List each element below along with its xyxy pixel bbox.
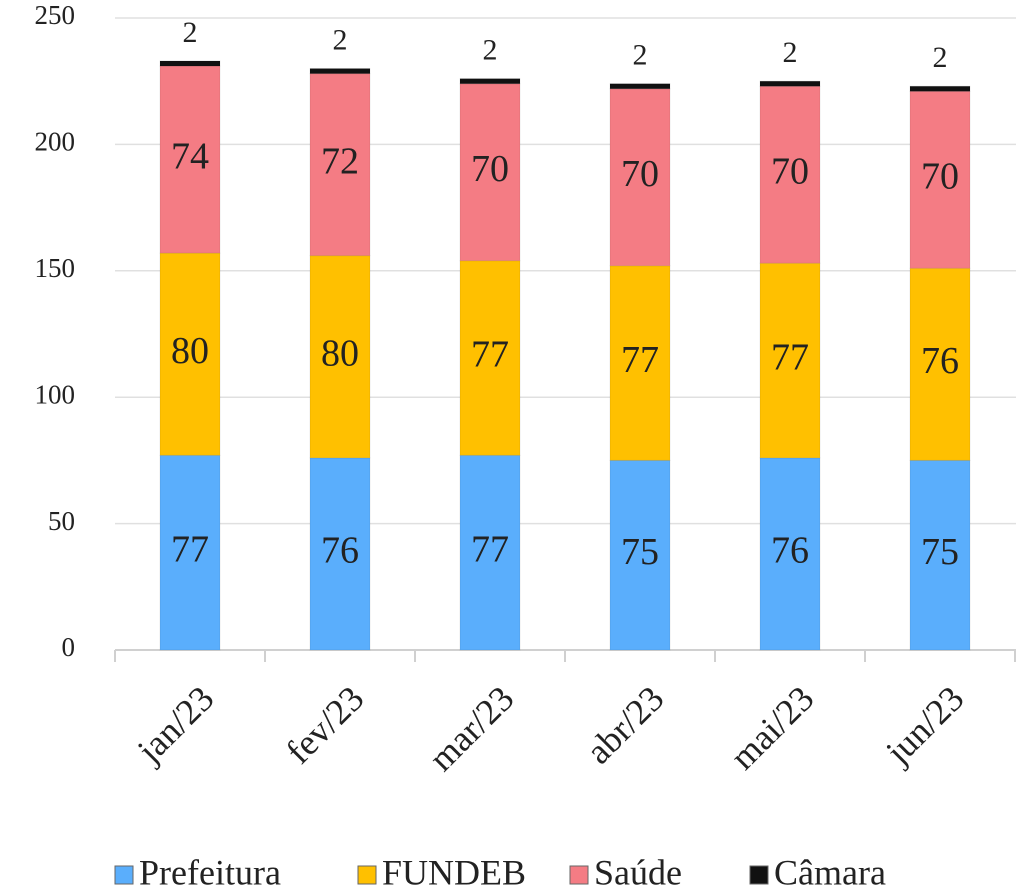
bar-segment bbox=[609, 83, 671, 90]
y-tick-label: 0 bbox=[62, 632, 76, 662]
legend-label: Saúde bbox=[594, 852, 682, 892]
bar-segment bbox=[759, 262, 821, 459]
bar-segment bbox=[609, 88, 671, 267]
data-label: 2 bbox=[483, 34, 498, 67]
data-label: 2 bbox=[783, 36, 798, 69]
data-label: 2 bbox=[183, 16, 198, 49]
x-tick-label: abr/23 bbox=[578, 678, 671, 771]
bar-segment bbox=[459, 260, 521, 456]
data-label: 70 bbox=[621, 153, 659, 195]
bar-segment bbox=[309, 73, 371, 257]
x-tick-label: jun/23 bbox=[877, 678, 972, 773]
bar-segment bbox=[759, 80, 821, 87]
data-label: 77 bbox=[771, 336, 809, 378]
y-tick-label: 50 bbox=[48, 506, 75, 536]
data-label: 72 bbox=[321, 140, 359, 182]
legend-swatch bbox=[114, 865, 134, 885]
legend-swatch bbox=[569, 865, 589, 885]
x-tick-label: mar/23 bbox=[421, 678, 521, 778]
bar-segment bbox=[159, 65, 221, 254]
data-label: 80 bbox=[171, 330, 209, 372]
data-label: 76 bbox=[771, 530, 809, 572]
bar-segment bbox=[909, 85, 971, 92]
y-tick-label: 250 bbox=[35, 0, 76, 30]
data-label: 77 bbox=[621, 339, 659, 381]
bar-segment bbox=[909, 267, 971, 461]
data-label: 77 bbox=[171, 528, 209, 570]
x-tick-label: mai/23 bbox=[723, 678, 822, 777]
legend-label: Prefeitura bbox=[139, 852, 281, 892]
y-tick-label: 200 bbox=[35, 127, 76, 157]
legend-label: FUNDEB bbox=[382, 852, 526, 892]
legend-swatch bbox=[357, 865, 377, 885]
data-label: 2 bbox=[933, 41, 948, 74]
legend-swatch bbox=[749, 865, 769, 885]
data-label: 2 bbox=[633, 39, 648, 72]
data-label: 74 bbox=[171, 135, 209, 177]
x-tick-label: fev/23 bbox=[278, 678, 371, 771]
bar-segment bbox=[909, 459, 971, 651]
data-label: 77 bbox=[471, 528, 509, 570]
bar-segment bbox=[459, 454, 521, 651]
bar-segment bbox=[159, 252, 221, 456]
legend-label: Câmara bbox=[774, 852, 886, 892]
bar-segment bbox=[759, 457, 821, 651]
data-label: 80 bbox=[321, 332, 359, 374]
bar-segment bbox=[459, 78, 521, 85]
y-tick-label: 100 bbox=[35, 379, 76, 409]
data-label: 70 bbox=[921, 156, 959, 198]
data-label: 75 bbox=[921, 531, 959, 573]
bar-segment bbox=[309, 68, 371, 75]
bar-segment bbox=[909, 90, 971, 269]
bar-segment bbox=[609, 459, 671, 651]
data-label: 76 bbox=[321, 530, 359, 572]
bar-segment bbox=[759, 85, 821, 264]
data-label: 70 bbox=[771, 150, 809, 192]
y-tick-label: 150 bbox=[35, 253, 76, 283]
bar-segment bbox=[159, 454, 221, 651]
data-label: 75 bbox=[621, 531, 659, 573]
bar-segment bbox=[459, 83, 521, 262]
bar-segment bbox=[159, 60, 221, 67]
data-label: 70 bbox=[471, 148, 509, 190]
data-label: 76 bbox=[921, 340, 959, 382]
x-tick-label: jan/23 bbox=[128, 678, 221, 771]
bar-segment bbox=[309, 255, 371, 459]
bar-segment bbox=[309, 457, 371, 651]
data-label: 2 bbox=[333, 23, 348, 56]
data-label: 77 bbox=[471, 334, 509, 376]
